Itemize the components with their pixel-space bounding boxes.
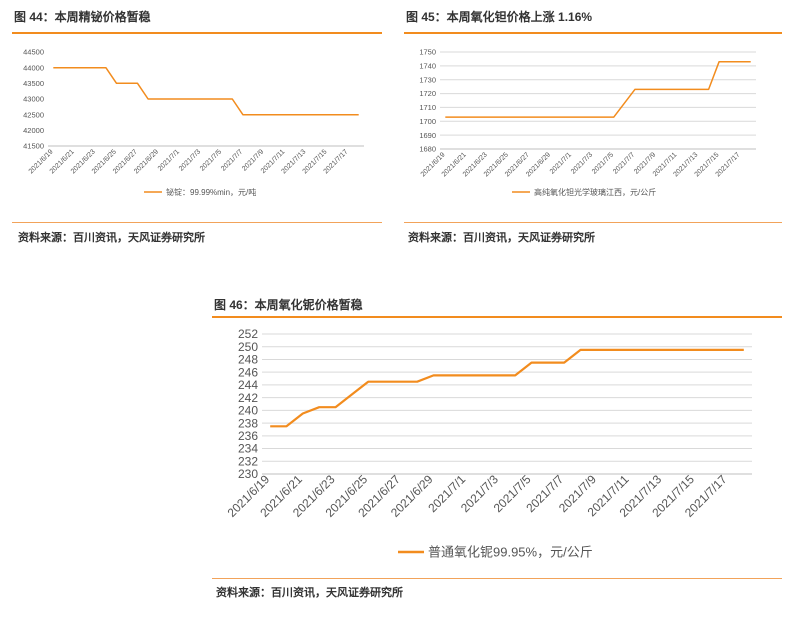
chart-panel-44: 图 44：本周精铋价格暂稳 41500 42000 42500 43000 43500 4… bbox=[12, 6, 382, 246]
y-tick-label: 44000 bbox=[23, 63, 44, 72]
bismuth-price-chart: 41500 42000 42500 43000 43500 44000 44500 2021/… bbox=[23, 48, 364, 197]
x-tick-label: 2021/7/1 bbox=[549, 151, 573, 175]
y-tick-label: 41500 bbox=[23, 142, 44, 151]
title-rule bbox=[212, 316, 782, 318]
series-line bbox=[270, 348, 744, 428]
x-tick-label: 2021/7/7 bbox=[220, 148, 244, 172]
y-tick-label: 1730 bbox=[419, 75, 436, 84]
title-rule bbox=[12, 32, 382, 34]
y-tick-label: 240 bbox=[238, 404, 258, 418]
y-tick-label: 236 bbox=[238, 429, 258, 443]
x-tick-label: 2021/7/1 bbox=[157, 148, 181, 172]
y-tick-label: 230 bbox=[238, 467, 258, 481]
y-tick-label: 43500 bbox=[23, 79, 44, 88]
source-rule bbox=[212, 578, 782, 579]
x-tick-label: 2021/7/5 bbox=[199, 148, 223, 172]
legend-label: 铋锭：99.99%min，元/吨 bbox=[166, 187, 256, 197]
y-tick-label: 1680 bbox=[419, 145, 436, 154]
chart-panel-45: 图 45：本周氧化钽价格上涨 1.16% 1680 1690 1700 1710 172… bbox=[404, 6, 782, 246]
source-note: 资料来源：百川资讯，天风证券研究所 bbox=[408, 232, 595, 244]
y-tick-label: 42500 bbox=[23, 110, 44, 119]
y-tick-label: 242 bbox=[238, 391, 258, 405]
x-tick-label: 2021/7/7 bbox=[612, 151, 636, 175]
chart-title: 图 45：本周氧化钽价格上涨 1.16% bbox=[406, 10, 593, 24]
legend-label: 高纯氧化钽光学玻璃江西，元/公斤 bbox=[534, 187, 656, 197]
y-tick-label: 42000 bbox=[23, 126, 44, 135]
y-tick-label: 1700 bbox=[419, 117, 436, 126]
x-tick-label: 2021/7/5 bbox=[591, 151, 615, 175]
y-tick-label: 1720 bbox=[419, 89, 436, 98]
y-tick-label: 248 bbox=[238, 353, 258, 367]
y-tick-label: 244 bbox=[238, 378, 258, 392]
y-tick-label: 1740 bbox=[419, 61, 436, 70]
source-note: 资料来源：百川资讯，天风证券研究所 bbox=[18, 232, 205, 244]
title-rule bbox=[404, 32, 782, 34]
x-tick-label: 2021/7/3 bbox=[570, 151, 594, 175]
x-tick-label: 2021/7/3 bbox=[178, 148, 202, 172]
y-tick-label: 1710 bbox=[419, 103, 436, 112]
niobium-oxide-price-chart: 2302322342362382402422442462482502522021… bbox=[225, 327, 752, 560]
source-note: 资料来源：百川资讯，天风证券研究所 bbox=[216, 587, 403, 599]
chart-title: 图 44：本周精铋价格暂稳 bbox=[14, 10, 151, 24]
chart-title: 图 46：本周氧化铌价格暂稳 bbox=[214, 298, 363, 312]
y-tick-label: 43000 bbox=[23, 95, 44, 104]
y-tick-label: 44500 bbox=[23, 48, 44, 57]
y-tick-label: 250 bbox=[238, 340, 258, 354]
tantalum-oxide-price-chart: 168016901700171017201730174017502021/6/1… bbox=[419, 48, 756, 197]
source-rule bbox=[12, 222, 382, 223]
y-tick-label: 252 bbox=[238, 327, 258, 341]
series-line bbox=[445, 60, 751, 118]
y-tick-label: 1690 bbox=[419, 131, 436, 140]
y-tick-label: 1750 bbox=[419, 48, 436, 57]
y-tick-label: 238 bbox=[238, 416, 258, 430]
y-tick-label: 246 bbox=[238, 365, 258, 379]
y-tick-label: 232 bbox=[238, 454, 258, 468]
source-rule bbox=[404, 222, 782, 223]
chart-panel-46: 图 46：本周氧化铌价格暂稳 230 232 234 236 238 240 242 244 2… bbox=[212, 292, 782, 607]
legend-label: 普通氧化铌99.95%，元/公斤 bbox=[428, 545, 593, 560]
y-tick-label: 234 bbox=[238, 442, 258, 456]
series-line bbox=[53, 66, 359, 116]
